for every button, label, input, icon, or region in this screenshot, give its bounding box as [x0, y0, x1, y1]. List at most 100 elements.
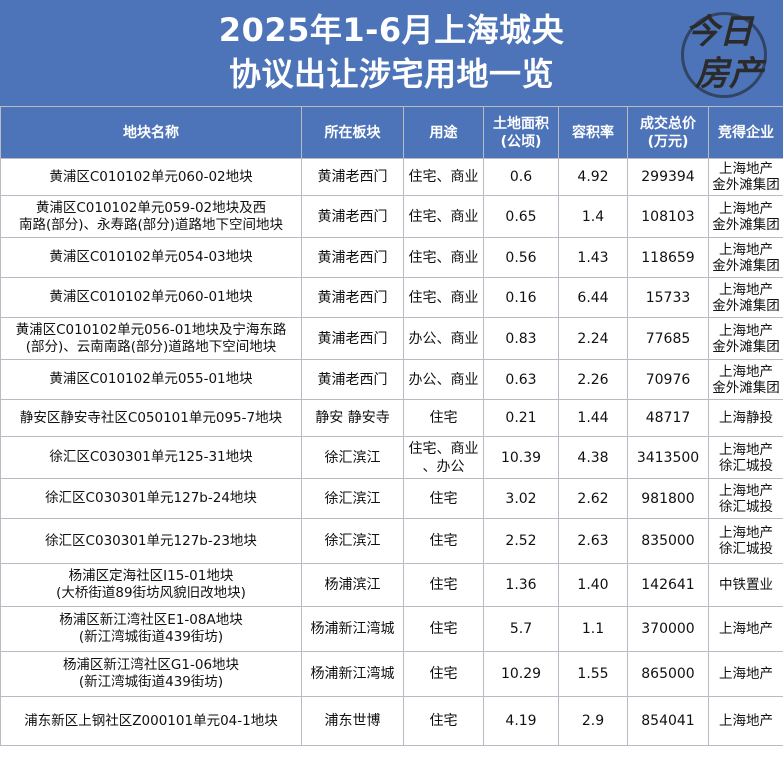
cell-winning-bidder: 上海地产 徐汇城投 — [708, 478, 783, 519]
cell-plot-ratio: 2.62 — [558, 478, 628, 519]
cell-usage: 住宅、商业 、办公 — [403, 436, 484, 479]
cell-land-name: 静安区静安寺社区C050101单元095-7地块 — [0, 399, 302, 437]
cell-total-price: 981800 — [627, 478, 709, 519]
cell-district: 静安 静安寺 — [301, 399, 404, 437]
cell-usage: 住宅、商业 — [403, 237, 484, 278]
cell-total-price: 70976 — [627, 359, 709, 400]
cell-usage: 住宅、商业 — [403, 277, 484, 318]
table-row: 浦东新区上钢社区Z000101单元04-1地块 浦东世博 住宅 4.19 2.9 8540… — [0, 696, 783, 746]
cell-land-name: 黄浦区C010102单元059-02地块及西 南路(部分)、永寿路(部分)道路地下… — [0, 195, 302, 238]
logo-ring-icon — [681, 12, 767, 98]
column-header-buyer: 竞得企业 — [708, 106, 783, 159]
cell-usage: 办公、商业 — [403, 359, 484, 400]
cell-usage: 住宅 — [403, 518, 484, 564]
column-header-far: 容积率 — [558, 106, 628, 159]
cell-land-name: 杨浦区新江湾社区E1-08A地块 (新江湾城街道439街坊) — [0, 606, 302, 652]
cell-plot-ratio: 1.55 — [558, 651, 628, 697]
cell-district: 杨浦新江湾城 — [301, 606, 404, 652]
land-table: 地块名称 所在板块 用途 土地面积 (公顷) 容积率 成交总价 (万元) 竞得企… — [0, 106, 783, 746]
cell-land-name: 浦东新区上钢社区Z000101单元04-1地块 — [0, 696, 302, 746]
cell-district: 杨浦新江湾城 — [301, 651, 404, 697]
table-row: 黄浦区C010102单元055-01地块 黄浦老西门 办公、商业 0.63 2.26 70… — [0, 359, 783, 400]
cell-usage: 住宅 — [403, 651, 484, 697]
table-row: 黄浦区C010102单元056-01地块及宁海东路 (部分)、云南南路(部分)道路… — [0, 317, 783, 360]
title-banner: 2025年1-6月上海城央 协议出让涉宅用地一览 今日 房产 — [0, 0, 783, 106]
cell-land-name: 杨浦区新江湾社区G1-06地块 (新江湾城街道439街坊) — [0, 651, 302, 697]
column-header-size: 土地面积 (公顷) — [483, 106, 559, 159]
cell-land-name: 黄浦区C010102单元055-01地块 — [0, 359, 302, 400]
cell-district: 黄浦老西门 — [301, 277, 404, 318]
cell-land-area: 0.21 — [483, 399, 559, 437]
table-row: 黄浦区C010102单元059-02地块及西 南路(部分)、永寿路(部分)道路地下… — [0, 195, 783, 238]
cell-usage: 住宅 — [403, 563, 484, 607]
cell-usage: 住宅、商业 — [403, 158, 484, 196]
cell-district: 徐汇滨江 — [301, 478, 404, 519]
cell-total-price: 118659 — [627, 237, 709, 278]
cell-plot-ratio: 2.9 — [558, 696, 628, 746]
logo-text-top: 今日 — [685, 12, 753, 52]
brand-logo: 今日 房产 — [675, 6, 771, 102]
cell-winning-bidder: 上海地产 金外滩集团 — [708, 317, 783, 360]
cell-plot-ratio: 1.43 — [558, 237, 628, 278]
cell-usage: 住宅 — [403, 606, 484, 652]
cell-land-name: 徐汇区C030301单元125-31地块 — [0, 436, 302, 479]
cell-total-price: 48717 — [627, 399, 709, 437]
cell-winning-bidder: 上海地产 金外滩集团 — [708, 158, 783, 196]
cell-winning-bidder: 上海地产 金外滩集团 — [708, 359, 783, 400]
cell-total-price: 865000 — [627, 651, 709, 697]
cell-total-price: 142641 — [627, 563, 709, 607]
cell-winning-bidder: 上海地产 — [708, 606, 783, 652]
cell-land-area: 2.52 — [483, 518, 559, 564]
table-row: 黄浦区C010102单元060-01地块 黄浦老西门 住宅、商业 0.16 6.44 15… — [0, 277, 783, 318]
cell-winning-bidder: 上海地产 — [708, 651, 783, 697]
title-line-2: 协议出让涉宅用地一览 — [228, 55, 554, 93]
table-row: 黄浦区C010102单元054-03地块 黄浦老西门 住宅、商业 0.56 1.43 11… — [0, 237, 783, 278]
cell-winning-bidder: 上海地产 徐汇城投 — [708, 518, 783, 564]
cell-winning-bidder: 上海地产 — [708, 696, 783, 746]
cell-total-price: 108103 — [627, 195, 709, 238]
cell-plot-ratio: 4.38 — [558, 436, 628, 479]
cell-usage: 办公、商业 — [403, 317, 484, 360]
column-header-price: 成交总价 (万元) — [627, 106, 709, 159]
cell-land-area: 1.36 — [483, 563, 559, 607]
cell-land-area: 4.19 — [483, 696, 559, 746]
table-row: 徐汇区C030301单元125-31地块 徐汇滨江 住宅、商业 、办公 10.39 4.3… — [0, 436, 783, 479]
cell-district: 黄浦老西门 — [301, 237, 404, 278]
cell-winning-bidder: 上海地产 金外滩集团 — [708, 195, 783, 238]
cell-land-area: 5.7 — [483, 606, 559, 652]
table-row: 杨浦区新江湾社区G1-06地块 (新江湾城街道439街坊) 杨浦新江湾城 住宅 10.2… — [0, 651, 783, 697]
cell-land-name: 黄浦区C010102单元056-01地块及宁海东路 (部分)、云南南路(部分)道路… — [0, 317, 302, 360]
cell-plot-ratio: 1.1 — [558, 606, 628, 652]
cell-usage: 住宅、商业 — [403, 195, 484, 238]
cell-district: 黄浦老西门 — [301, 158, 404, 196]
cell-total-price: 835000 — [627, 518, 709, 564]
cell-plot-ratio: 1.40 — [558, 563, 628, 607]
cell-district: 黄浦老西门 — [301, 359, 404, 400]
cell-winning-bidder: 上海地产 徐汇城投 — [708, 436, 783, 479]
cell-land-name: 徐汇区C030301单元127b-24地块 — [0, 478, 302, 519]
page-title: 2025年1-6月上海城央 协议出让涉宅用地一览 — [0, 8, 783, 96]
cell-land-name: 黄浦区C010102单元060-01地块 — [0, 277, 302, 318]
cell-district: 徐汇滨江 — [301, 518, 404, 564]
cell-plot-ratio: 1.44 — [558, 399, 628, 437]
cell-land-area: 10.29 — [483, 651, 559, 697]
cell-winning-bidder: 中铁置业 — [708, 563, 783, 607]
cell-district: 浦东世博 — [301, 696, 404, 746]
cell-plot-ratio: 1.4 — [558, 195, 628, 238]
column-header-name: 地块名称 — [0, 106, 302, 159]
cell-land-area: 0.65 — [483, 195, 559, 238]
cell-land-name: 杨浦区定海社区I15-01地块 (大桥街道89街坊风貌旧改地块) — [0, 563, 302, 607]
table-row: 杨浦区定海社区I15-01地块 (大桥街道89街坊风貌旧改地块) 杨浦滨江 住宅 1.3… — [0, 563, 783, 607]
cell-winning-bidder: 上海地产 金外滩集团 — [708, 237, 783, 278]
cell-total-price: 854041 — [627, 696, 709, 746]
cell-land-area: 10.39 — [483, 436, 559, 479]
cell-land-area: 0.56 — [483, 237, 559, 278]
cell-total-price: 77685 — [627, 317, 709, 360]
cell-district: 黄浦老西门 — [301, 195, 404, 238]
table-row: 徐汇区C030301单元127b-23地块 徐汇滨江 住宅 2.52 2.63 83500… — [0, 518, 783, 564]
cell-plot-ratio: 2.63 — [558, 518, 628, 564]
table-row: 黄浦区C010102单元060-02地块 黄浦老西门 住宅、商业 0.6 4.92 299… — [0, 158, 783, 196]
logo-text-bottom: 房产 — [695, 54, 763, 94]
cell-winning-bidder: 上海地产 金外滩集团 — [708, 277, 783, 318]
